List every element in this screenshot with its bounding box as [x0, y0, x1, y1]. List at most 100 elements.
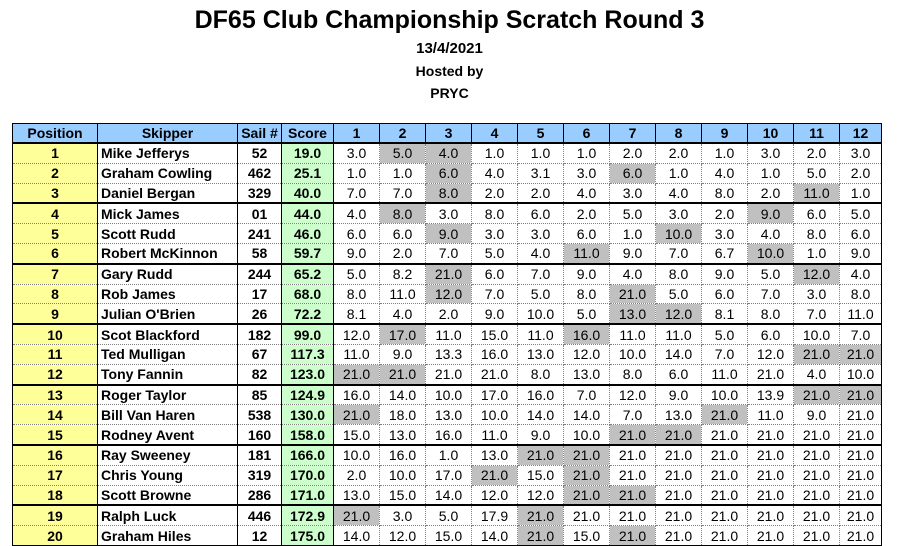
race-10-cell: 11.0 — [747, 404, 794, 426]
race-12-cell: 21.0 — [839, 464, 882, 486]
col-header-race-10: 10 — [747, 123, 794, 144]
position-cell: 3 — [12, 182, 98, 204]
race-10-cell: 2.0 — [747, 182, 794, 204]
race-12-cell: 6.0 — [839, 223, 882, 244]
race-10-cell: 21.0 — [747, 504, 794, 527]
race-4-cell: 8.0 — [471, 202, 518, 225]
race-6-cell: 16.0 — [563, 323, 610, 345]
race-4-cell: 12.0 — [471, 484, 518, 506]
table-row: 16 Ray Sweeney 181 166.0 10.0 16.0 1.0 13.0 21.0… — [12, 443, 882, 466]
race-6-cell: 13.0 — [563, 363, 610, 386]
table-row: 12 Tony Fannin 82 123.0 21.0 21.0 21.0 21.0 8.0 1… — [12, 363, 882, 386]
race-1-cell: 6.0 — [333, 223, 380, 244]
race-5-cell: 2.0 — [517, 182, 564, 204]
sail-number-cell: 160 — [237, 424, 282, 446]
race-1-cell: 7.0 — [333, 182, 380, 204]
race-12-cell: 11.0 — [839, 303, 882, 325]
race-4-cell: 14.0 — [471, 525, 518, 546]
header-row: Position Skipper Sail # Score 1 2 3 4 5 … — [12, 123, 882, 144]
score-cell: 46.0 — [281, 223, 334, 244]
race-10-cell: 21.0 — [747, 525, 794, 546]
position-cell: 2 — [12, 162, 98, 184]
race-7-cell: 6.0 — [609, 162, 656, 184]
table-row: 19 Ralph Luck 446 172.9 21.0 3.0 5.0 17.9 21.0 21… — [12, 504, 882, 527]
race-5-cell: 9.0 — [517, 424, 564, 446]
race-12-cell: 21.0 — [839, 525, 882, 546]
race-4-cell: 15.0 — [471, 323, 518, 345]
race-10-cell: 12.0 — [747, 343, 794, 365]
skipper-cell: Tony Fannin — [97, 363, 238, 386]
col-header-race-6: 6 — [563, 123, 610, 144]
race-9-cell: 2.0 — [701, 202, 748, 225]
race-6-cell: 1.0 — [563, 142, 610, 164]
race-12-cell: 5.0 — [839, 202, 882, 225]
race-5-cell: 6.0 — [517, 202, 564, 225]
position-cell: 16 — [12, 443, 98, 466]
race-5-cell: 8.0 — [517, 363, 564, 386]
race-10-cell: 5.0 — [747, 262, 794, 285]
race-8-cell: 21.0 — [655, 424, 702, 446]
race-7-cell: 5.0 — [609, 202, 656, 225]
race-9-cell: 21.0 — [701, 525, 748, 546]
race-4-cell: 11.0 — [471, 424, 518, 446]
race-11-cell: 21.0 — [793, 343, 840, 365]
race-9-cell: 4.0 — [701, 162, 748, 184]
race-11-cell: 11.0 — [793, 182, 840, 204]
position-cell: 15 — [12, 424, 98, 446]
skipper-cell: Daniel Bergan — [97, 182, 238, 204]
race-1-cell: 16.0 — [333, 383, 380, 406]
table-row: 15 Rodney Avent 160 158.0 15.0 13.0 16.0 11.0 9.… — [12, 424, 882, 446]
race-3-cell: 6.0 — [425, 162, 472, 184]
race-1-cell: 21.0 — [333, 363, 380, 386]
skipper-cell: Chris Young — [97, 464, 238, 486]
race-7-cell: 21.0 — [609, 504, 656, 527]
race-2-cell: 4.0 — [379, 303, 426, 325]
race-8-cell: 21.0 — [655, 464, 702, 486]
race-12-cell: 9.0 — [839, 242, 882, 265]
race-2-cell: 1.0 — [379, 162, 426, 184]
race-1-cell: 15.0 — [333, 424, 380, 446]
race-1-cell: 12.0 — [333, 323, 380, 345]
position-cell: 6 — [12, 242, 98, 265]
race-1-cell: 5.0 — [333, 262, 380, 285]
table-row: 10 Scot Blackford 182 99.0 12.0 17.0 11.0 15.0 1… — [12, 323, 882, 345]
race-4-cell: 17.0 — [471, 383, 518, 406]
race-3-cell: 2.0 — [425, 303, 472, 325]
col-header-race-2: 2 — [379, 123, 426, 144]
race-5-cell: 11.0 — [517, 323, 564, 345]
race-7-cell: 3.0 — [609, 182, 656, 204]
score-cell: 166.0 — [281, 443, 334, 466]
race-6-cell: 11.0 — [563, 242, 610, 265]
host-club: PRYC — [430, 85, 469, 101]
sail-number-cell: 329 — [237, 182, 282, 204]
col-header-skipper: Skipper — [97, 123, 238, 144]
score-cell: 123.0 — [281, 363, 334, 386]
sail-number-cell: 462 — [237, 162, 282, 184]
race-12-cell: 21.0 — [839, 383, 882, 406]
race-10-cell: 21.0 — [747, 464, 794, 486]
race-10-cell: 3.0 — [747, 142, 794, 164]
race-8-cell: 8.0 — [655, 262, 702, 285]
race-4-cell: 2.0 — [471, 182, 518, 204]
race-8-cell: 6.0 — [655, 363, 702, 386]
race-2-cell: 18.0 — [379, 404, 426, 426]
race-4-cell: 17.9 — [471, 504, 518, 527]
race-12-cell: 21.0 — [839, 404, 882, 426]
race-6-cell: 10.0 — [563, 424, 610, 446]
race-12-cell: 10.0 — [839, 363, 882, 386]
race-1-cell: 2.0 — [333, 464, 380, 486]
skipper-cell: Robert McKinnon — [97, 242, 238, 265]
race-9-cell: 8.0 — [701, 182, 748, 204]
score-cell: 25.1 — [281, 162, 334, 184]
score-cell: 72.2 — [281, 303, 334, 325]
race-8-cell: 12.0 — [655, 303, 702, 325]
race-2-cell: 16.0 — [379, 443, 426, 466]
sail-number-cell: 182 — [237, 323, 282, 345]
col-header-position: Position — [12, 123, 98, 144]
table-row: 3 Daniel Bergan 329 40.0 7.0 7.0 8.0 2.0 2.0 4.0 3… — [12, 182, 882, 204]
sail-number-cell: 52 — [237, 142, 282, 164]
race-9-cell: 11.0 — [701, 363, 748, 386]
skipper-cell: Bill Van Haren — [97, 404, 238, 426]
col-header-race-11: 11 — [793, 123, 840, 144]
score-cell: 68.0 — [281, 283, 334, 305]
